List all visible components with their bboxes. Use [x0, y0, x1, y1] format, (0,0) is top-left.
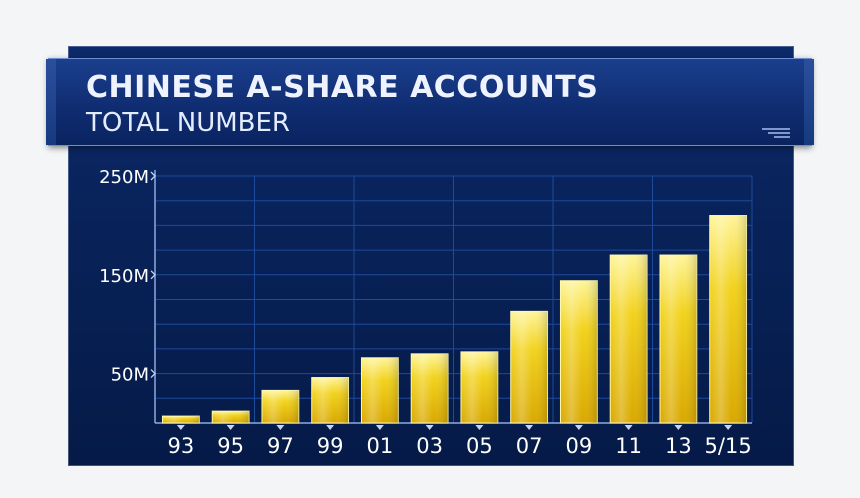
- x-tick-label: 07: [516, 434, 543, 458]
- y-tick-mark: [150, 171, 156, 181]
- bar-sheen: [510, 311, 548, 423]
- x-tick-mark: [525, 425, 534, 430]
- tick-labels: 50M 150M 250M 93 95 97 99 01 03 05 07 09 11 13 5/15: [99, 167, 752, 458]
- x-tick-mark: [624, 425, 633, 430]
- bar-sheen: [411, 353, 449, 423]
- y-tick-mark: [150, 270, 156, 280]
- bar-sheen: [311, 377, 349, 423]
- x-tick-label: 93: [168, 434, 195, 458]
- x-tick-mark: [574, 425, 583, 430]
- bar-sheen: [659, 255, 697, 423]
- bar-sheen: [212, 411, 250, 423]
- x-tick-label: 01: [367, 434, 394, 458]
- x-tick-label: 09: [566, 434, 593, 458]
- x-tick-mark: [724, 425, 733, 430]
- x-tick-mark: [375, 425, 384, 430]
- x-tick-label: 95: [217, 434, 244, 458]
- axes: [150, 170, 752, 430]
- x-tick-label: 11: [615, 434, 642, 458]
- y-tick-label: 250M: [99, 167, 149, 188]
- x-tick-mark: [425, 425, 434, 430]
- x-tick-label: 05: [466, 434, 493, 458]
- bar-sheen: [460, 351, 498, 423]
- x-tick-label: 03: [416, 434, 443, 458]
- y-tick-label: 50M: [111, 365, 149, 386]
- x-tick-mark: [674, 425, 683, 430]
- header-bar: [46, 58, 814, 146]
- y-tick-label: 150M: [99, 266, 149, 287]
- bar-sheen: [560, 280, 598, 423]
- x-tick-mark: [176, 425, 185, 430]
- bars: [161, 215, 748, 424]
- bar-sheen: [261, 390, 299, 423]
- y-tick-mark: [150, 369, 156, 379]
- chart-title: CHINESE A-SHARE ACCOUNTS: [86, 70, 599, 105]
- x-tick-label: 13: [665, 434, 692, 458]
- x-tick-mark: [326, 425, 335, 430]
- bar-sheen: [709, 215, 747, 423]
- x-tick-mark: [226, 425, 235, 430]
- chart-subtitle: TOTAL NUMBER: [86, 108, 290, 138]
- x-tick-label: 5/15: [705, 434, 752, 458]
- x-tick-mark: [276, 425, 285, 430]
- decorative-lines: [762, 128, 790, 138]
- x-tick-label: 97: [267, 434, 294, 458]
- x-tick-mark: [475, 425, 484, 430]
- x-tick-label: 99: [317, 434, 344, 458]
- bar-sheen: [361, 357, 399, 423]
- bar-sheen: [610, 255, 648, 423]
- bar-sheen: [162, 416, 200, 423]
